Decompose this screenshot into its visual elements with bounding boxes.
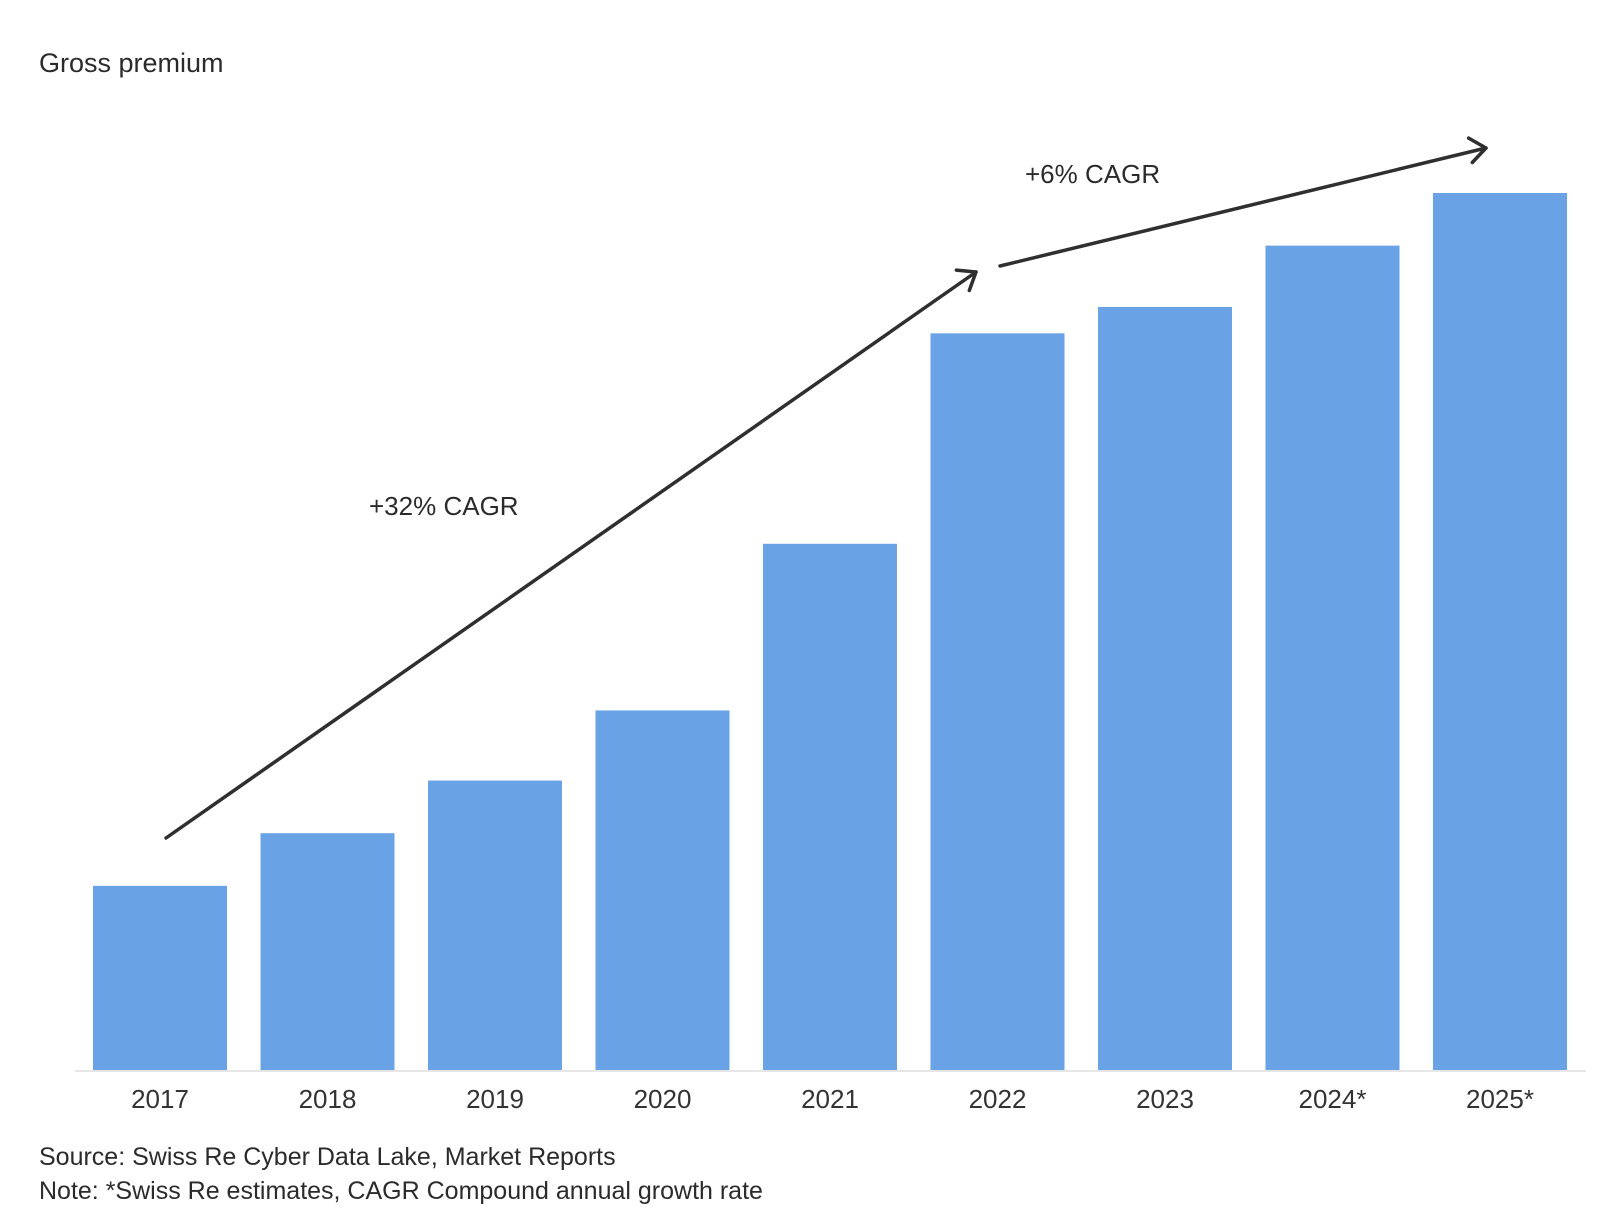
x-tick-label: 2018 (299, 1084, 357, 1114)
cagr-annotation-1: +32% CAGR (369, 491, 519, 521)
bar-2021 (763, 543, 897, 1070)
x-tick-label: 2022 (969, 1084, 1027, 1114)
bar-2024-est (1265, 245, 1400, 1070)
x-tick-label: 2017 (131, 1084, 189, 1114)
bar-2017 (93, 885, 227, 1070)
x-tick-label: 2025* (1466, 1084, 1534, 1114)
cagr-arrow-1-head (954, 268, 978, 293)
cagr-arrow-1 (164, 268, 978, 840)
bars-group (93, 193, 1567, 1070)
x-tick-label: 2024* (1299, 1084, 1367, 1114)
y-axis-label: Gross premium (39, 48, 224, 78)
x-tick-labels: 2017 2018 2019 2020 2021 2022 2023 2024* 2025* (131, 1084, 1534, 1114)
x-tick-label: 2019 (466, 1084, 524, 1114)
footnote: Note: *Swiss Re estimates, CAGR Compound… (39, 1177, 763, 1205)
cagr-arrow-2-head (1466, 136, 1488, 165)
bar-2025-est (1433, 193, 1567, 1070)
cagr-arrow-2 (998, 136, 1488, 268)
bar-2019 (428, 780, 562, 1070)
bar-2023 (1098, 307, 1232, 1070)
cagr-arrow-2-line (998, 146, 1488, 268)
cagr-arrow-1-line (164, 270, 978, 840)
bar-2022 (930, 333, 1065, 1070)
cagr-annotation-2: +6% CAGR (1025, 159, 1160, 189)
source-note: Source: Swiss Re Cyber Data Lake, Market… (39, 1143, 616, 1171)
bar-2020 (595, 710, 730, 1070)
bar-2018 (260, 833, 395, 1070)
x-tick-label: 2020 (634, 1084, 692, 1114)
x-tick-label: 2021 (801, 1084, 859, 1114)
x-tick-label: 2023 (1136, 1084, 1194, 1114)
